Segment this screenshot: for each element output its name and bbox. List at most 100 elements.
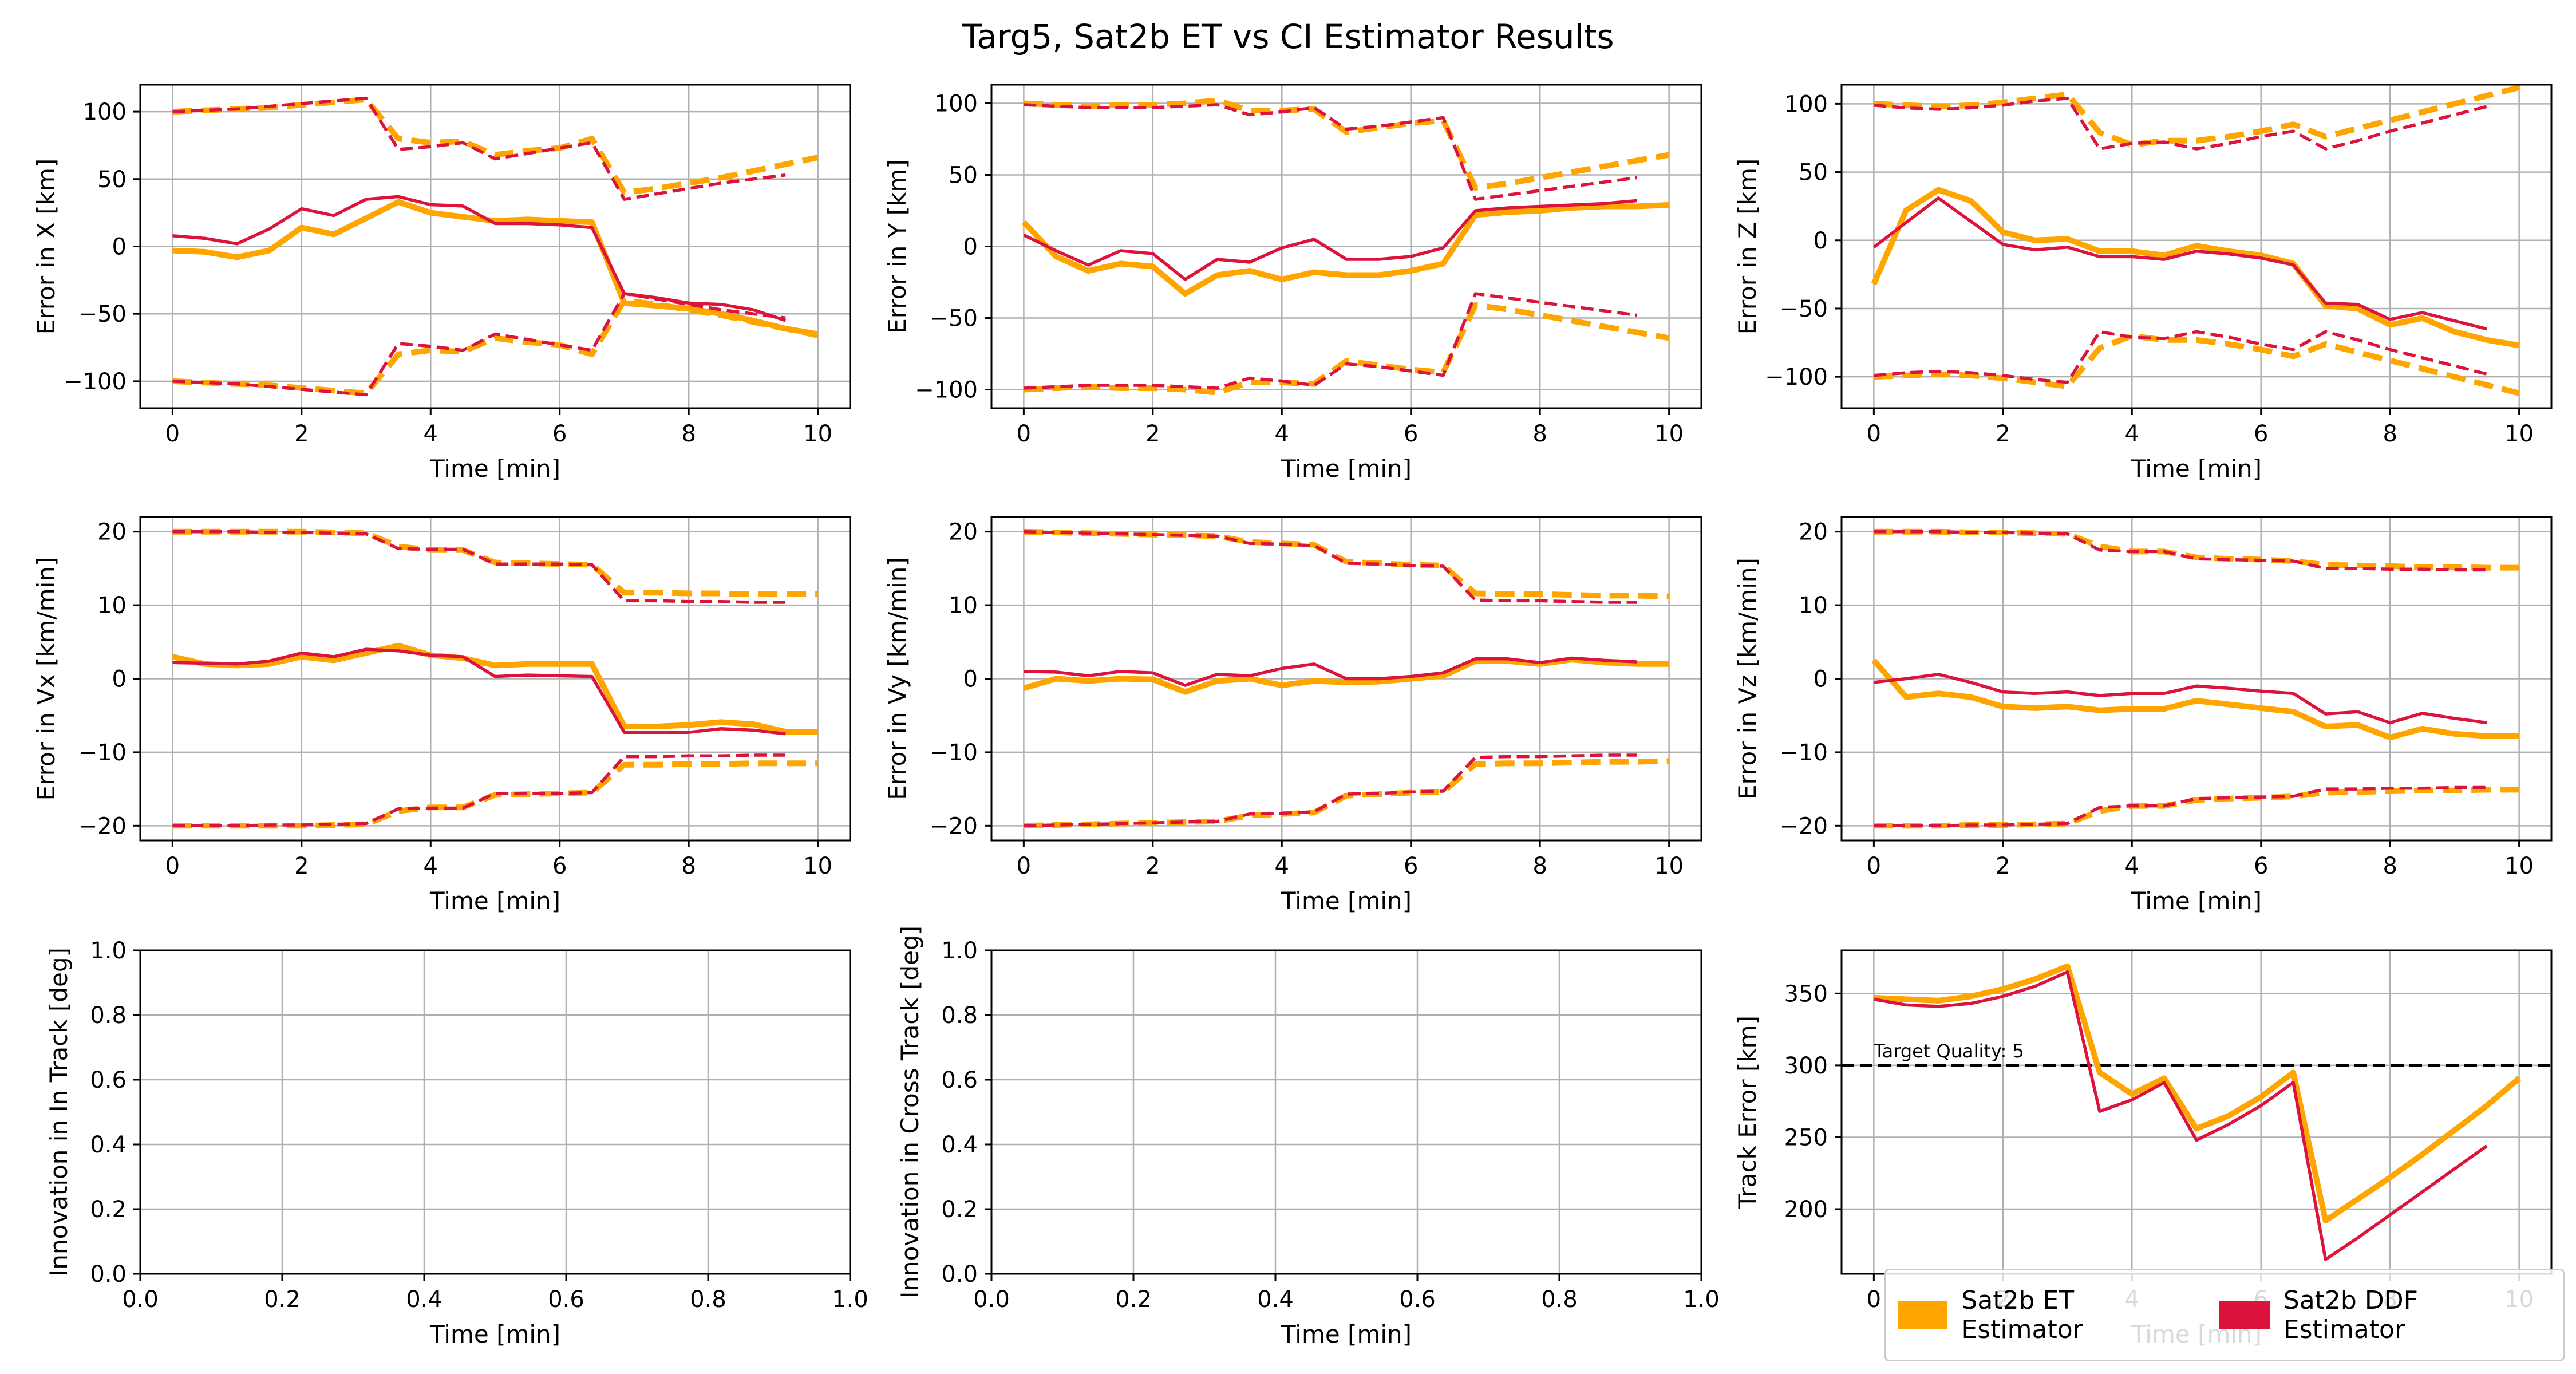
x-tick-label: 10 [1654, 853, 1684, 879]
x-tick-label: 4 [1275, 853, 1289, 879]
x-tick-label: 10 [2504, 853, 2534, 879]
et-bound-line [1874, 333, 2520, 396]
legend-swatch-et [1898, 1301, 1948, 1329]
ddf-error-line [1872, 196, 2487, 331]
x-tick-label: 6 [1404, 421, 1418, 447]
y-tick-label: 200 [1784, 1197, 1828, 1223]
x-tick-label: 8 [2383, 853, 2397, 879]
et-bound-line [172, 297, 819, 397]
x-axis-label: Time [min] [429, 455, 560, 483]
et-error-line [1874, 963, 2521, 1224]
et-error-line [1871, 187, 2520, 349]
y-tick-label: 0.2 [90, 1197, 127, 1223]
ddf-error-line [1874, 673, 2487, 725]
subplot-1: 0 2 4 6 8 10 −100 −50 0 50 100 Time [min] Error in X… [32, 84, 851, 483]
subplot-5: 0 2 4 6 8 10 −20 −10 0 10 20 Time [min] Error in Vy … [883, 516, 1702, 915]
target-quality-label: Target Quality: 5 [1873, 1040, 2024, 1062]
et-bound-line [172, 528, 818, 597]
subplot-3: 0 2 4 6 8 10 −100 −50 0 50 100 Time [min] Error in Z… [1733, 84, 2553, 483]
y-tick-label: 0.0 [90, 1261, 127, 1288]
x-tick-label: 2 [294, 853, 309, 879]
y-tick-label: 0 [1814, 228, 1828, 254]
y-tick-label: −100 [1765, 364, 1828, 390]
subplot-4: 0 2 4 6 8 10 −20 −10 0 10 20 Time [min] Error in Vx … [32, 516, 851, 915]
y-tick-label: 10 [949, 593, 978, 619]
y-axis-label: Error in Vx [km/min] [32, 557, 60, 801]
x-tick-label: 2 [1996, 421, 2010, 447]
x-tick-label: 8 [1532, 853, 1547, 879]
x-tick-label: 4 [2125, 421, 2139, 447]
x-tick-label: 4 [424, 853, 438, 879]
y-tick-label: 20 [1799, 519, 1828, 546]
y-tick-label: −50 [1780, 296, 1828, 322]
x-tick-label: 10 [1654, 421, 1684, 447]
y-tick-label: −20 [1780, 813, 1828, 839]
x-tick-label: 10 [2504, 421, 2534, 447]
ddf-bound-line [1024, 292, 1637, 390]
ddf-bound-line [1874, 330, 2487, 384]
x-tick-label: 0.4 [1257, 1286, 1294, 1313]
x-axis-label: Time [min] [1281, 1320, 1412, 1348]
et-bound-line [1024, 758, 1669, 829]
ddf-error-line [1023, 199, 1637, 281]
y-tick-label: 0.8 [90, 1002, 127, 1029]
y-tick-label: 10 [1799, 593, 1828, 619]
legend: Sat2b ET Estimator Sat2b DDF Estimator [1884, 1269, 2565, 1361]
x-tick-label: 0.0 [122, 1286, 159, 1313]
y-tick-label: 0 [1814, 666, 1828, 693]
axes-frame [139, 949, 851, 1275]
y-tick-label: 50 [949, 163, 978, 189]
figure-title: Targ5, Sat2b ET vs CI Estimator Results [962, 17, 1614, 56]
ddf-bound-line [172, 96, 786, 201]
y-tick-label: −10 [930, 740, 978, 766]
x-axis-label: Time [min] [2131, 887, 2262, 915]
x-tick-label: 0 [165, 853, 180, 879]
x-tick-label: 2 [294, 421, 309, 447]
x-tick-label: 6 [1404, 853, 1418, 879]
y-axis-label: Error in Z [km] [1733, 159, 1761, 335]
axes-frame [990, 949, 1702, 1275]
legend-label-et: Sat2b ET Estimator [1961, 1286, 2083, 1344]
y-tick-label: 0.4 [941, 1132, 978, 1158]
x-tick-label: 4 [424, 421, 438, 447]
y-tick-label: 100 [1784, 91, 1828, 117]
x-tick-label: 0.4 [406, 1286, 442, 1313]
x-tick-label: 6 [552, 853, 567, 879]
y-axis-label: Innovation in In Track [deg] [45, 947, 73, 1277]
legend-item-et: Sat2b ET Estimator [1898, 1286, 2196, 1344]
x-tick-label: 6 [552, 421, 567, 447]
y-tick-label: 50 [97, 167, 127, 193]
x-tick-label: 10 [803, 853, 832, 879]
y-axis-label: Error in Y [km] [883, 159, 911, 333]
x-tick-label: 0.8 [690, 1286, 726, 1313]
x-tick-label: 10 [803, 421, 832, 447]
x-tick-label: 0 [1867, 853, 1881, 879]
x-tick-label: 6 [2254, 421, 2268, 447]
x-tick-label: 0.8 [1541, 1286, 1578, 1313]
y-tick-label: 350 [1784, 981, 1828, 1007]
ddf-bound-line [172, 530, 786, 604]
y-tick-label: 0 [112, 234, 127, 260]
x-tick-label: 0.6 [548, 1286, 584, 1313]
x-tick-label: 4 [1275, 421, 1289, 447]
ddf-error-line [172, 195, 787, 322]
ddf-bound-line [1024, 753, 1637, 828]
et-bound-line [172, 96, 819, 196]
x-axis-label: Time [min] [1281, 887, 1412, 915]
y-tick-label: −20 [78, 813, 127, 839]
y-tick-label: 0 [963, 666, 978, 693]
et-bound-line [1024, 97, 1670, 191]
et-error-line [172, 642, 818, 735]
y-axis-label: Error in X [km] [32, 159, 60, 335]
y-tick-label: 0.6 [90, 1067, 127, 1093]
x-tick-label: 0.0 [973, 1286, 1010, 1313]
x-tick-label: 6 [2254, 853, 2268, 879]
et-error-line [172, 199, 819, 337]
x-tick-label: 0 [1867, 421, 1881, 447]
x-tick-label: 8 [681, 421, 696, 447]
ddf-error-line [172, 647, 786, 736]
y-tick-label: −100 [915, 377, 978, 404]
et-error-line [1871, 658, 2519, 741]
x-tick-label: 8 [1532, 421, 1547, 447]
